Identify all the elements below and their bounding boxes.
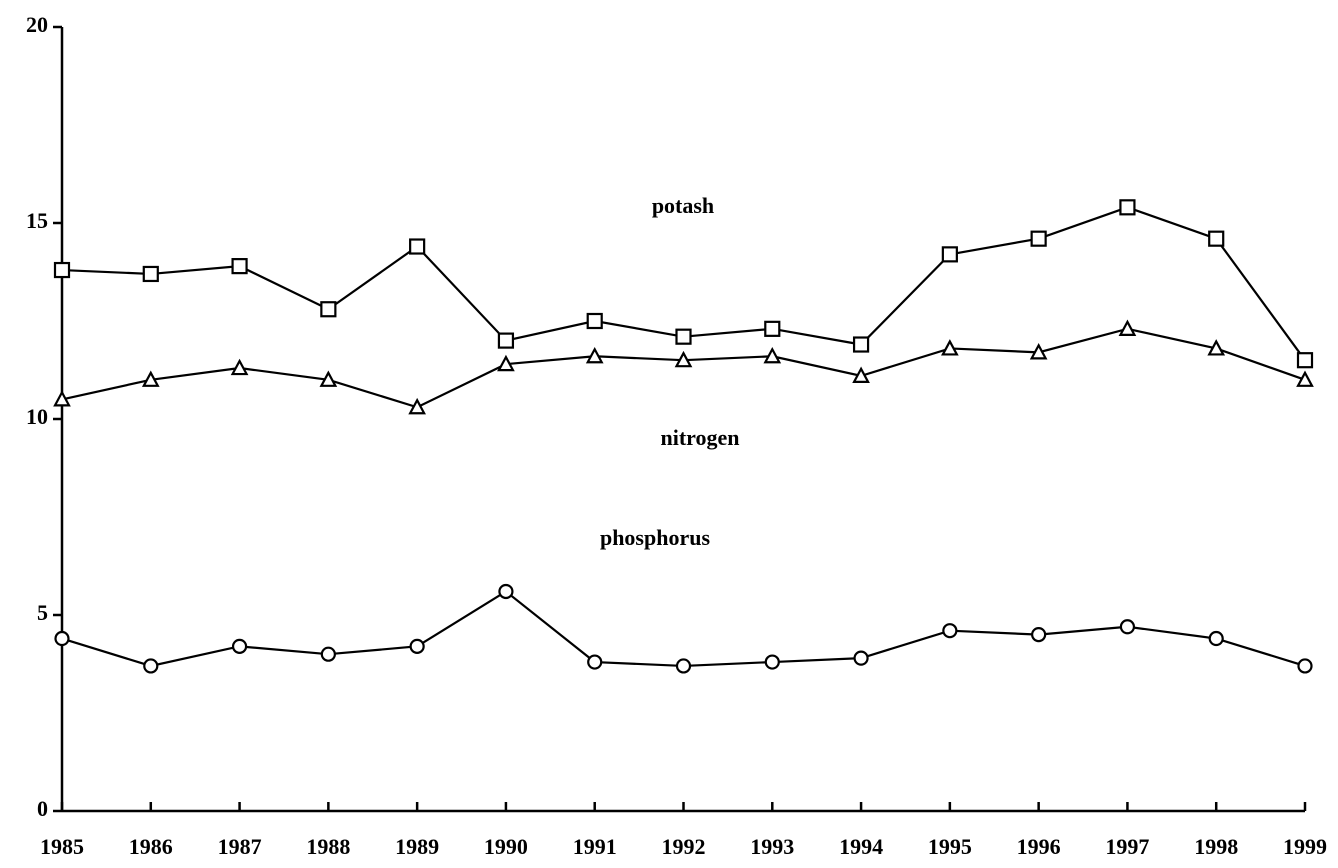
series-label: phosphorus — [600, 525, 711, 550]
series-label: nitrogen — [660, 425, 739, 450]
marker — [674, 350, 693, 368]
marker — [409, 638, 425, 654]
marker — [853, 650, 869, 666]
marker — [675, 328, 692, 345]
marker — [1119, 619, 1136, 635]
marker — [143, 658, 159, 674]
marker — [942, 623, 958, 639]
series-line — [61, 590, 1306, 668]
marker — [408, 397, 426, 415]
x-tick-label: 1987 — [218, 834, 262, 859]
marker — [1207, 339, 1226, 356]
marker — [1208, 630, 1224, 647]
marker — [1031, 626, 1047, 643]
marker — [587, 654, 603, 670]
y-tick-label: 20 — [26, 12, 48, 37]
marker — [763, 346, 782, 364]
marker — [54, 630, 70, 647]
x-tick-label: 1988 — [306, 834, 350, 859]
marker — [1029, 343, 1048, 360]
marker — [142, 265, 159, 283]
series-label: potash — [652, 193, 714, 218]
marker — [764, 320, 781, 337]
x-tick-label: 1997 — [1105, 834, 1149, 859]
x-tick-label: 1993 — [750, 834, 794, 859]
x-tick-label: 1990 — [484, 834, 528, 859]
marker — [852, 336, 870, 353]
y-tick-label: 5 — [37, 600, 48, 625]
marker — [1296, 352, 1314, 369]
marker — [675, 658, 692, 674]
marker — [319, 370, 338, 387]
marker — [53, 390, 71, 407]
marker — [497, 332, 515, 349]
x-tick-label: 1986 — [129, 834, 173, 859]
marker — [320, 646, 336, 662]
marker — [320, 301, 337, 318]
x-tick-label: 1994 — [839, 834, 883, 859]
marker — [1208, 230, 1225, 247]
marker — [1119, 199, 1136, 216]
marker — [53, 261, 71, 279]
marker — [141, 370, 160, 387]
marker — [497, 354, 515, 372]
x-tick-label: 1995 — [928, 834, 972, 859]
x-tick-label: 1985 — [40, 834, 84, 859]
marker — [409, 238, 426, 255]
x-tick-label: 1991 — [573, 834, 617, 859]
marker — [1030, 230, 1047, 247]
y-tick-label: 0 — [37, 796, 48, 821]
marker — [941, 246, 958, 263]
x-tick-label: 1992 — [662, 834, 706, 859]
y-tick-label: 15 — [26, 208, 48, 233]
x-tick-label: 1989 — [395, 834, 439, 859]
marker — [764, 654, 780, 670]
marker — [585, 346, 604, 364]
x-tick-label: 1998 — [1194, 834, 1238, 859]
marker — [1118, 319, 1137, 336]
marker — [941, 339, 959, 356]
x-tick-label: 1999 — [1283, 834, 1327, 859]
marker — [1297, 658, 1313, 674]
marker — [852, 366, 870, 383]
marker — [1296, 370, 1314, 387]
marker — [231, 638, 248, 654]
y-tick-label: 10 — [26, 404, 48, 429]
x-tick-label: 1996 — [1017, 834, 1061, 859]
marker — [230, 358, 249, 376]
marker — [586, 312, 603, 330]
marker — [231, 258, 248, 275]
marker — [498, 583, 514, 600]
